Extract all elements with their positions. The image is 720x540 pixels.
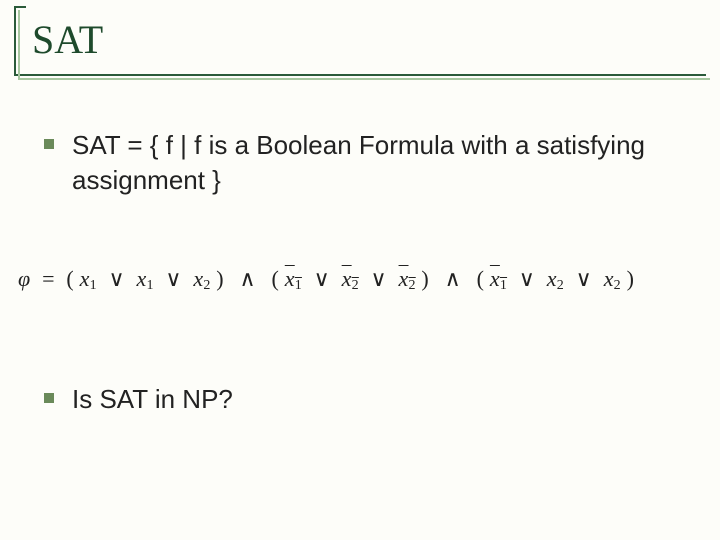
- bullet-block-1: SAT = { f | f is a Boolean Formula with …: [44, 128, 684, 214]
- c3-or2: ∨: [570, 266, 598, 291]
- bullet-icon: [44, 393, 54, 403]
- clause-1-open: (: [66, 266, 74, 291]
- clause-2-close: ): [421, 266, 429, 291]
- bullet-text-2: Is SAT in NP?: [72, 382, 233, 417]
- c3-l1: x1: [490, 266, 507, 291]
- list-item: Is SAT in NP?: [44, 382, 684, 417]
- c3-l1-x: x: [490, 266, 500, 291]
- c2-l3-x: x: [399, 266, 409, 291]
- c2-l2-x: x: [342, 266, 352, 291]
- c2-l1: x1: [285, 266, 302, 291]
- c2-l2: x2: [342, 266, 359, 291]
- c3-l2-x: x: [547, 266, 557, 291]
- c2-l1-s: 1: [295, 278, 302, 293]
- c2-or1: ∨: [308, 266, 336, 291]
- c2-or2: ∨: [365, 266, 393, 291]
- clause-3-close: ): [627, 266, 635, 291]
- c1-l2-x: x: [137, 266, 147, 291]
- slide: SAT SAT = { f | f is a Boolean Formula w…: [0, 0, 720, 540]
- bullet-block-2: Is SAT in NP?: [44, 382, 684, 433]
- title-rule: SAT: [14, 6, 706, 76]
- slide-title: SAT: [32, 16, 103, 63]
- formula-eq: =: [36, 266, 61, 291]
- list-item: SAT = { f | f is a Boolean Formula with …: [44, 128, 684, 198]
- c2-l2-s: 2: [352, 278, 359, 293]
- c1-l3-s: 2: [203, 278, 210, 293]
- c1-l1-x: x: [80, 266, 90, 291]
- clause-2-open: (: [272, 266, 280, 291]
- title-rule-shadow: [18, 10, 710, 80]
- bullet-icon: [44, 139, 54, 149]
- formula: φ = ( x1 ∨ x1 ∨ x2 ) ∧ ( x1 ∨ x2 ∨ x2 ) …: [18, 266, 708, 294]
- c2-l3-s: 2: [409, 278, 416, 293]
- formula-phi: φ: [18, 266, 30, 291]
- c2-l1-x: x: [285, 266, 295, 291]
- c1-l1-s: 1: [90, 278, 97, 293]
- c1-or1: ∨: [103, 266, 131, 291]
- and-2: ∧: [435, 266, 471, 291]
- c1-or2: ∨: [159, 266, 187, 291]
- c3-l1-s: 1: [500, 278, 507, 293]
- clause-1-close: ): [216, 266, 224, 291]
- c3-l3-s: 2: [614, 278, 621, 293]
- c2-l3: x2: [399, 266, 416, 291]
- c3-or1: ∨: [513, 266, 541, 291]
- c3-l2-s: 2: [557, 278, 564, 293]
- c3-l3-x: x: [604, 266, 614, 291]
- clause-3-open: (: [477, 266, 485, 291]
- c1-l2-s: 1: [146, 278, 153, 293]
- c1-l3-x: x: [193, 266, 203, 291]
- bullet-text-1: SAT = { f | f is a Boolean Formula with …: [72, 128, 684, 198]
- and-1: ∧: [230, 266, 266, 291]
